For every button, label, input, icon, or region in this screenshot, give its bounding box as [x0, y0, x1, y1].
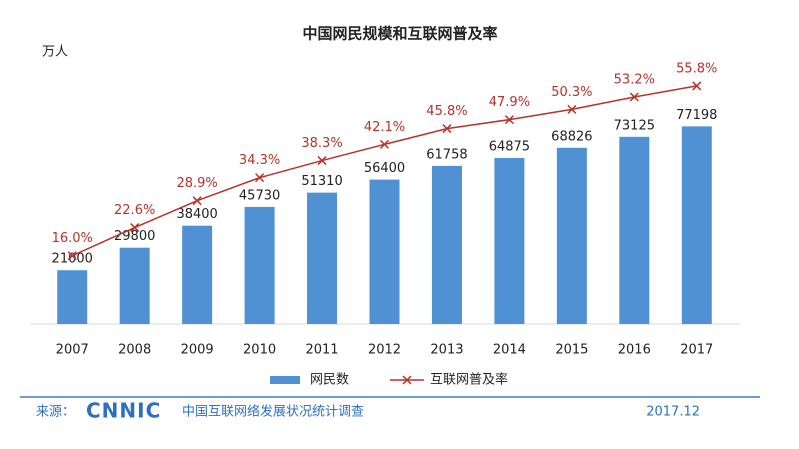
marker: [567, 104, 577, 114]
line-value-label: 50.3%: [551, 85, 592, 100]
x-tick-label: 2016: [618, 343, 651, 358]
bar-value-label: 21000: [52, 252, 93, 267]
x-tick-label: 2014: [493, 343, 526, 358]
bar: [57, 270, 88, 324]
marker: [504, 115, 514, 125]
bar-value-label: 64875: [489, 139, 530, 154]
bar: [494, 157, 525, 324]
bar: [307, 192, 338, 324]
bar: [681, 126, 712, 324]
x-tick-label: 2008: [118, 343, 151, 358]
bar: [244, 206, 275, 324]
line-value-label: 53.2%: [614, 73, 655, 88]
marker: [130, 223, 140, 233]
bar-value-label: 68826: [551, 129, 592, 144]
marker: [255, 173, 265, 183]
bar: [619, 136, 650, 324]
x-tick-label: 2011: [305, 343, 338, 358]
line-value-label: 42.1%: [364, 120, 405, 135]
x-tick-label: 2009: [181, 343, 214, 358]
bar: [182, 225, 213, 324]
x-tick-label: 2013: [430, 343, 463, 358]
x-tick-label: 2017: [680, 343, 713, 358]
marker: [692, 81, 702, 91]
bar-value-label: 51310: [301, 174, 342, 189]
legend-swatch: [270, 376, 300, 384]
marker: [317, 156, 327, 166]
line-value-label: 34.3%: [239, 153, 280, 168]
marker: [67, 251, 77, 261]
bar-value-label: 38400: [176, 207, 217, 222]
marker: [192, 196, 202, 206]
bar: [119, 247, 150, 324]
bar: [369, 179, 400, 324]
legend-marker: [402, 375, 412, 385]
bar-value-label: 61758: [426, 147, 467, 162]
source-date: 2017.12: [646, 405, 700, 420]
marker: [442, 124, 452, 134]
source-text: 中国互联网络发展状况统计调查: [182, 404, 364, 420]
bar: [431, 165, 462, 324]
source-logo: CNNIC: [86, 399, 161, 423]
legend-label: 互联网普及率: [430, 372, 508, 388]
bar-value-label: 73125: [614, 118, 655, 133]
line-value-label: 28.9%: [176, 176, 217, 191]
line-value-label: 45.8%: [426, 104, 467, 119]
legend-label: 网民数: [310, 373, 349, 388]
marker: [379, 139, 390, 149]
x-tick-label: 2007: [56, 343, 89, 358]
line-value-label: 55.8%: [676, 61, 717, 76]
x-tick-label: 2015: [555, 343, 588, 358]
x-tick-label: 2010: [243, 343, 276, 358]
bar-value-label: 45730: [239, 188, 280, 203]
chart-title: 中国网民规模和互联网普及率: [302, 25, 497, 43]
source-label: 来源：: [36, 405, 75, 420]
x-tick-label: 2012: [368, 343, 401, 358]
bar-value-label: 77198: [676, 108, 717, 123]
line-value-label: 47.9%: [489, 95, 530, 110]
marker: [629, 92, 639, 102]
bar-value-label: 56400: [364, 161, 405, 176]
line-value-label: 22.6%: [114, 203, 155, 218]
bar: [556, 147, 587, 324]
bar-value-label: 29800: [114, 229, 155, 244]
unit-label: 万人: [42, 45, 68, 60]
line-value-label: 38.3%: [301, 136, 342, 151]
line-value-label: 16.0%: [52, 231, 93, 246]
